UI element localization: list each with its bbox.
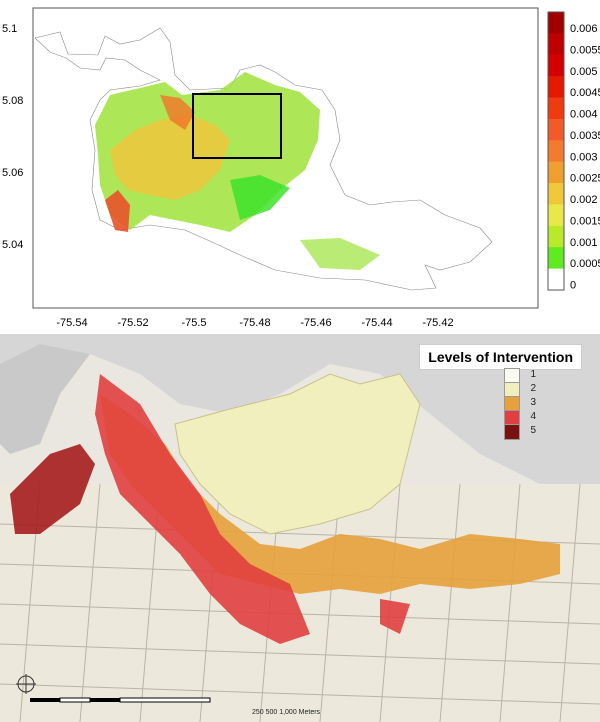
- hazard-green-zone: [230, 175, 290, 220]
- colorbar-tick-label: 0.003: [570, 151, 598, 163]
- colorbar-tick-label: 0.005: [570, 66, 598, 78]
- colorbar-tick-label: 0.0045: [570, 87, 600, 99]
- colorbar-segment: [548, 161, 564, 184]
- colorbar-segment: [548, 140, 564, 163]
- colorbar-segment: [548, 183, 564, 205]
- colorbar-frame: [547, 11, 565, 291]
- intervention-zone-level-4: [95, 374, 310, 644]
- hazard-map-svg: -75.54 -75.52 -75.5 -75.48 -75.46 -75.44 -75.4…: [2, 7, 600, 329]
- hazard-high-zone-north: [160, 95, 195, 130]
- legend-title: Levels of Intervention: [419, 344, 582, 370]
- y-axis-ticks: 5.1 5.08 5.06 5.04: [2, 23, 23, 251]
- hazard-mid-zone: [110, 115, 230, 200]
- x-axis-ticks: -75.54 -75.52 -75.5 -75.48 -75.46 -75.44 -75.4…: [56, 317, 453, 329]
- legend-level-label: 4: [530, 411, 536, 422]
- intervention-zone-level-5: [10, 444, 95, 534]
- x-tick-label: -75.48: [239, 317, 270, 329]
- colorbar-segment: [548, 76, 564, 99]
- y-tick-label: 5.1: [2, 23, 17, 35]
- colorbar-segment: [548, 33, 564, 56]
- legend-level-label: 3: [530, 397, 536, 408]
- colorbar-segment: [548, 204, 564, 227]
- colorbar-tick-label: 0.0005: [570, 258, 600, 270]
- intervention-map-svg: [0, 334, 600, 722]
- intervention-map-panel: Levels of Intervention 1 2 3 4 5 250 500 1,0…: [0, 334, 600, 722]
- colorbar-tick-label: 0.0025: [570, 173, 600, 185]
- legend-swatch: [504, 424, 520, 440]
- colorbar-segment: [548, 118, 564, 141]
- colorbar-tick-label: 0: [570, 280, 576, 292]
- y-tick-label: 5.04: [2, 239, 23, 251]
- hillshade-west: [0, 344, 90, 454]
- colorbar: 0.006 0.0055 0.005 0.0045 0.004 0.0035 0.003 0.…: [547, 11, 600, 292]
- colorbar-segment: [548, 247, 564, 270]
- legend-level-label: 2: [530, 383, 536, 394]
- hazard-high-zone-west: [105, 190, 130, 232]
- legend-level-label: 1: [530, 369, 536, 380]
- north-arrow-icon: [16, 674, 36, 694]
- x-tick-label: -75.5: [181, 317, 206, 329]
- x-tick-label: -75.46: [300, 317, 331, 329]
- scale-bar: 250 500 1,000 Meters: [30, 696, 320, 716]
- scale-labels: 250 500 1,000 Meters: [251, 709, 321, 716]
- intervention-zone-level-2: [174, 373, 421, 535]
- colorbar-segment: [548, 12, 564, 34]
- colorbar-tick-label: 0.001: [570, 237, 598, 249]
- legend-level-label: 5: [530, 425, 536, 436]
- colorbar-tick-label: 0.0055: [570, 44, 600, 56]
- colorbar-tick-label: 0.006: [570, 23, 598, 35]
- colorbar-tick-label: 0.0015: [570, 215, 600, 227]
- colorbar-tick-label: 0.002: [570, 194, 598, 206]
- x-tick-label: -75.54: [56, 317, 87, 329]
- y-tick-label: 5.06: [2, 167, 23, 179]
- y-tick-label: 5.08: [2, 95, 23, 107]
- x-tick-label: -75.52: [117, 317, 148, 329]
- colorbar-segment: [548, 225, 564, 248]
- colorbar-tick-label: 0.0035: [570, 130, 600, 142]
- hazard-map-panel: -75.54 -75.52 -75.5 -75.48 -75.46 -75.44 -75.4…: [0, 0, 600, 332]
- colorbar-segment: [548, 268, 564, 291]
- x-tick-label: -75.44: [361, 317, 392, 329]
- hillshade: [0, 334, 600, 504]
- hazard-east-zone: [300, 238, 380, 270]
- colorbar-segment: [548, 97, 564, 120]
- x-tick-label: -75.42: [422, 317, 453, 329]
- colorbar-tick-label: 0.004: [570, 109, 598, 121]
- zoom-inset-rectangle: [192, 93, 282, 159]
- intervention-zone-level-4-east: [380, 599, 410, 634]
- colorbar-segment: [548, 54, 564, 77]
